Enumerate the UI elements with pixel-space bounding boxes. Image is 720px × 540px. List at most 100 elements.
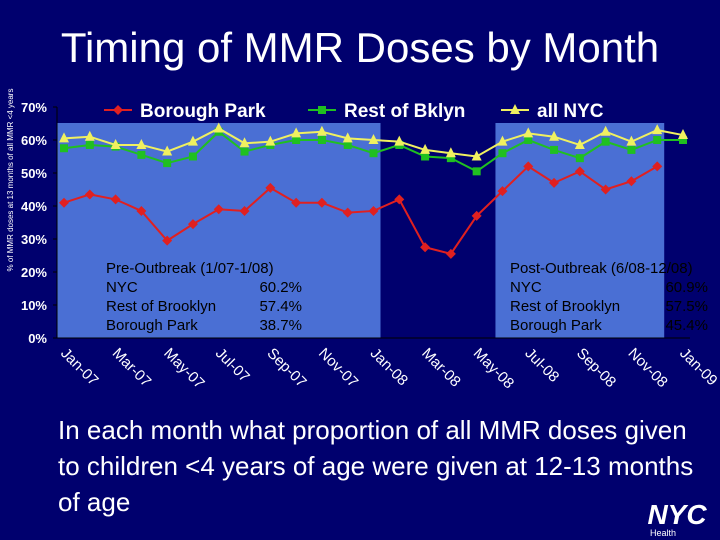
y-tick-label: 20% [21, 265, 47, 280]
data-point [342, 207, 353, 218]
x-tick-label: May-08 [470, 345, 517, 392]
data-point [240, 147, 249, 156]
row-label: Borough Park [510, 317, 602, 334]
data-point [627, 145, 636, 154]
x-tick-label: Mar-07 [109, 345, 155, 391]
legend-label: all NYC [537, 101, 604, 122]
data-point [85, 140, 94, 149]
data-point [369, 149, 378, 158]
row-value: 45.4% [665, 317, 708, 334]
legend-label: Rest of Bklyn [344, 101, 465, 122]
legend-marker [318, 106, 326, 114]
legend-marker [113, 105, 123, 115]
x-tick-label: Jan-08 [367, 345, 411, 389]
data-point [601, 137, 610, 146]
data-point [317, 136, 326, 144]
data-point [291, 197, 302, 208]
y-tick-label: 30% [21, 232, 47, 247]
data-point [445, 248, 456, 259]
y-tick-label: 60% [21, 133, 47, 148]
highlight-box-1 [57, 123, 381, 338]
row-label: Rest of Brooklyn [510, 298, 621, 315]
data-point [84, 130, 95, 141]
data-point [60, 144, 68, 153]
data-point [110, 194, 121, 205]
data-point [626, 135, 637, 146]
series-line-borough-park [63, 165, 658, 255]
data-point [265, 135, 276, 146]
data-point [187, 135, 198, 146]
logo-subtext: Health [650, 528, 676, 538]
data-point [524, 136, 533, 144]
pre-outbreak-summary: Pre-Outbreak (1/07-1/08) NYC 60.2% Rest … [106, 259, 302, 335]
data-point [213, 204, 224, 215]
data-point [549, 130, 560, 141]
x-tick-label: Jul-07 [212, 345, 253, 386]
data-point [445, 147, 456, 158]
data-point [136, 138, 147, 149]
data-point [678, 129, 688, 140]
data-point [343, 140, 352, 149]
page-title: Timing of MMR Doses by Month [60, 24, 660, 71]
data-point [84, 189, 95, 200]
row-value: 60.2% [259, 279, 302, 296]
x-tick-label: Sep-07 [264, 345, 310, 391]
data-point [574, 166, 585, 177]
data-point [472, 167, 481, 176]
data-point [471, 210, 482, 221]
row-label: Rest of Brooklyn [106, 298, 217, 315]
data-point [497, 135, 508, 146]
pre-outbreak-heading: Pre-Outbreak (1/07-1/08) [106, 260, 274, 277]
data-point [420, 242, 431, 253]
data-point [421, 152, 430, 161]
x-tick-label: Jul-08 [521, 345, 562, 386]
data-point [316, 197, 327, 208]
legend-marker [510, 104, 520, 114]
data-point [316, 125, 327, 136]
data-point [239, 137, 250, 148]
data-point [600, 125, 611, 136]
data-point [394, 194, 405, 205]
x-tick-label: Jan-09 [676, 345, 720, 389]
data-point [342, 132, 353, 143]
data-point [162, 235, 173, 246]
data-point [523, 127, 534, 138]
data-point [136, 205, 147, 216]
x-tick-label: Sep-08 [573, 345, 619, 391]
data-point [265, 182, 276, 193]
legend-label: Borough Park [140, 101, 266, 122]
row-value: 38.7% [259, 317, 302, 334]
data-point [600, 184, 611, 195]
y-tick-label: 70% [21, 100, 47, 115]
data-point [652, 124, 663, 135]
nyc-health-logo: NYC Health [647, 499, 707, 538]
data-point [368, 205, 379, 216]
data-point [679, 136, 687, 144]
data-point [239, 205, 250, 216]
data-point [163, 159, 172, 168]
row-value: 57.5% [665, 298, 708, 315]
logo-text: NYC [647, 499, 707, 530]
data-point [575, 154, 584, 163]
pre-outbreak-row-borough-park: Borough Park 38.7% [106, 316, 302, 335]
data-point [59, 132, 69, 143]
x-tick-label: Mar-08 [418, 345, 464, 391]
data-point [368, 134, 379, 144]
x-tick-label: Jan-07 [57, 345, 101, 389]
y-tick-label: 50% [21, 166, 47, 181]
data-point [446, 154, 455, 163]
data-point [59, 197, 69, 208]
post-outbreak-heading: Post-Outbreak (6/08-12/08) [510, 260, 693, 277]
data-point [137, 150, 146, 159]
data-point [187, 219, 198, 230]
data-point [291, 127, 302, 138]
data-point [626, 176, 637, 187]
row-label: NYC [106, 279, 138, 296]
post-outbreak-row-rest-bklyn: Rest of Brooklyn 57.5% [510, 297, 708, 316]
y-tick-label: 40% [21, 199, 47, 214]
data-point [574, 138, 585, 149]
post-outbreak-row-nyc: NYC 60.9% [510, 278, 708, 297]
data-point [162, 145, 173, 156]
pre-outbreak-row-rest-bklyn: Rest of Brooklyn 57.4% [106, 297, 302, 316]
data-point [471, 150, 482, 161]
